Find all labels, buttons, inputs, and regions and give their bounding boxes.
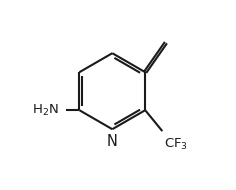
- Text: CF$_3$: CF$_3$: [164, 137, 188, 152]
- Text: N: N: [107, 134, 118, 149]
- Text: H$_2$N: H$_2$N: [32, 103, 59, 118]
